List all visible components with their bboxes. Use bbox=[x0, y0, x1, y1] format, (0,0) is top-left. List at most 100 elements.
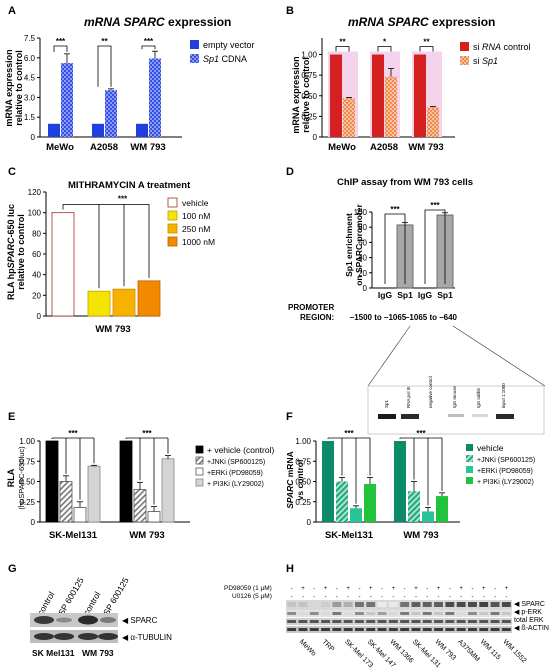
h-band-sparc bbox=[332, 602, 342, 607]
h-band-sparc bbox=[445, 602, 455, 607]
h-band-perk bbox=[321, 612, 330, 615]
h-band-total-erk bbox=[468, 620, 477, 623]
category-label: MeWo bbox=[46, 142, 74, 153]
significance-label: *** bbox=[390, 205, 400, 214]
h-band-sparc bbox=[501, 602, 511, 607]
panel-b-ylabel-1: mRNA expression bbox=[291, 56, 301, 133]
bar-erki bbox=[422, 511, 434, 522]
sign: - bbox=[381, 586, 383, 592]
h-band-total-erk bbox=[366, 620, 376, 623]
sign: - bbox=[415, 594, 417, 600]
significance-bracket bbox=[53, 45, 68, 52]
panel-letter-f: F bbox=[286, 411, 293, 423]
legend-swatch bbox=[167, 223, 178, 234]
h-band-sparc bbox=[309, 602, 319, 607]
sign: - bbox=[483, 594, 485, 600]
bar-empty-vector bbox=[48, 123, 60, 137]
significance-label: ** bbox=[423, 38, 430, 47]
panel-a-legend: empty vector Sp1 CDNA bbox=[190, 40, 255, 64]
panel-b-legend: si RNA control si Sp1 bbox=[460, 42, 531, 66]
sign: - bbox=[471, 586, 473, 592]
g-cell-line-2: WM 793 bbox=[82, 648, 114, 658]
sign: - bbox=[392, 594, 394, 600]
y-tick-label: 80 bbox=[32, 229, 41, 238]
panel-c-xlabel: WM 793 bbox=[95, 324, 130, 335]
sign: - bbox=[404, 594, 406, 600]
panel-e-bars: *** *** bbox=[45, 429, 175, 523]
h-band-sparc bbox=[343, 602, 353, 607]
legend-si-sp1: si Sp1 bbox=[473, 56, 498, 66]
bar-pi3ki bbox=[436, 496, 448, 522]
panel-c-title: MITHRAMYCIN A treatment bbox=[68, 180, 191, 191]
h-band-perk bbox=[411, 612, 421, 615]
bar-label: IgG bbox=[418, 290, 433, 300]
h-band-sparc bbox=[321, 602, 330, 607]
y-tick-label: 0.25 bbox=[301, 112, 317, 121]
gel-band-rna-pol bbox=[401, 414, 419, 419]
h-band-total-erk bbox=[355, 620, 364, 623]
y-tick-label: 0 bbox=[31, 133, 36, 142]
y-tick-label: 0 bbox=[313, 133, 318, 142]
gel-lane-label: input 1:1000 bbox=[501, 383, 506, 408]
significance-label: *** bbox=[344, 429, 354, 438]
h-band-total-erk bbox=[490, 620, 500, 623]
h-blot bbox=[286, 600, 512, 633]
category-label: WM 793 bbox=[403, 530, 438, 541]
panel-c: C MITHRAMYCIN A treatment 0 20 40 60 80 100 12… bbox=[6, 166, 215, 335]
sign: - bbox=[358, 586, 360, 592]
gel-lane-label: negative control bbox=[428, 376, 433, 408]
y-tick-label: 20 bbox=[358, 269, 367, 278]
bar-label: Sp1 bbox=[397, 290, 413, 300]
h-band-sparc bbox=[468, 602, 477, 607]
h-treatment-signs: - - + - - - + - - - + - - - + - - - + - - - + - - - + - - - + - - - + - - - + - bbox=[291, 586, 509, 600]
category-label: A2058 bbox=[90, 142, 118, 153]
significance-bracket bbox=[335, 46, 350, 52]
sign: + bbox=[505, 586, 509, 592]
h-band-sparc bbox=[422, 602, 432, 607]
h-band-total-erk bbox=[332, 620, 342, 623]
y-tick-label: 0.50 bbox=[19, 478, 35, 487]
sign: - bbox=[438, 594, 440, 600]
panel-a-ylabel-2: relative to control bbox=[14, 50, 24, 126]
sign: - bbox=[347, 594, 349, 600]
h-band-actin bbox=[321, 628, 330, 631]
sign: - bbox=[370, 594, 372, 600]
y-tick-label: 40 bbox=[358, 254, 367, 263]
y-tick-label: 100 bbox=[354, 208, 368, 217]
sign: + bbox=[459, 586, 463, 592]
chip-gel: Sp1 RNA pol III negative control IgG mouse I… bbox=[367, 376, 545, 435]
panel-b-title: mRNA SPARC expression bbox=[348, 15, 495, 29]
sign: - bbox=[302, 594, 304, 600]
panel-b: B mRNA SPARC expression 0 0.25 0.50 0.75 1.0… bbox=[286, 5, 531, 153]
sign: - bbox=[358, 594, 360, 600]
h-band-total-erk bbox=[321, 620, 330, 623]
h-band-actin bbox=[343, 628, 353, 631]
legend-label: + PI3Ki (LY29002) bbox=[207, 481, 264, 488]
panel-d: D ChIP assay from WM 793 cells 0 20 40 60 80… bbox=[286, 166, 546, 435]
h-band-perk bbox=[479, 612, 489, 615]
panel-e-categories: SK-Mel131 WM 793 bbox=[49, 530, 165, 541]
y-tick-label: 6.0 bbox=[24, 54, 36, 63]
h-band-sparc bbox=[456, 602, 466, 607]
zoom-line-right bbox=[452, 325, 546, 387]
h-cell-line-label: MeWo bbox=[298, 638, 317, 657]
sign: + bbox=[482, 586, 486, 592]
panel-letter-a: A bbox=[8, 5, 16, 17]
panel-c-legend: vehicle 100 nM 250 nM 1000 nM bbox=[167, 197, 215, 247]
sign: - bbox=[325, 594, 327, 600]
y-tick-label: 60 bbox=[32, 250, 41, 259]
h-band-sparc bbox=[490, 602, 500, 607]
bar-pi3ki bbox=[87, 465, 101, 523]
bar-sp1-cdna bbox=[149, 58, 161, 137]
bar-si-sp1 bbox=[385, 76, 397, 137]
h-band-total-erk bbox=[479, 620, 489, 623]
bar-vehicle bbox=[45, 440, 59, 523]
bar-si-rna-control bbox=[414, 54, 426, 137]
y-tick-label: 0.75 bbox=[19, 457, 35, 466]
h-band-total-erk bbox=[343, 620, 353, 623]
bar-jnki bbox=[336, 481, 348, 522]
panel-a: A mRNA SPARC expression 0 1.5 3.0 4.5 6.0 7.5… bbox=[4, 5, 255, 153]
y-tick-label: 3.0 bbox=[24, 93, 36, 102]
sign: + bbox=[414, 586, 418, 592]
h-band-label-sparc: ◀ SPARC bbox=[514, 601, 545, 608]
